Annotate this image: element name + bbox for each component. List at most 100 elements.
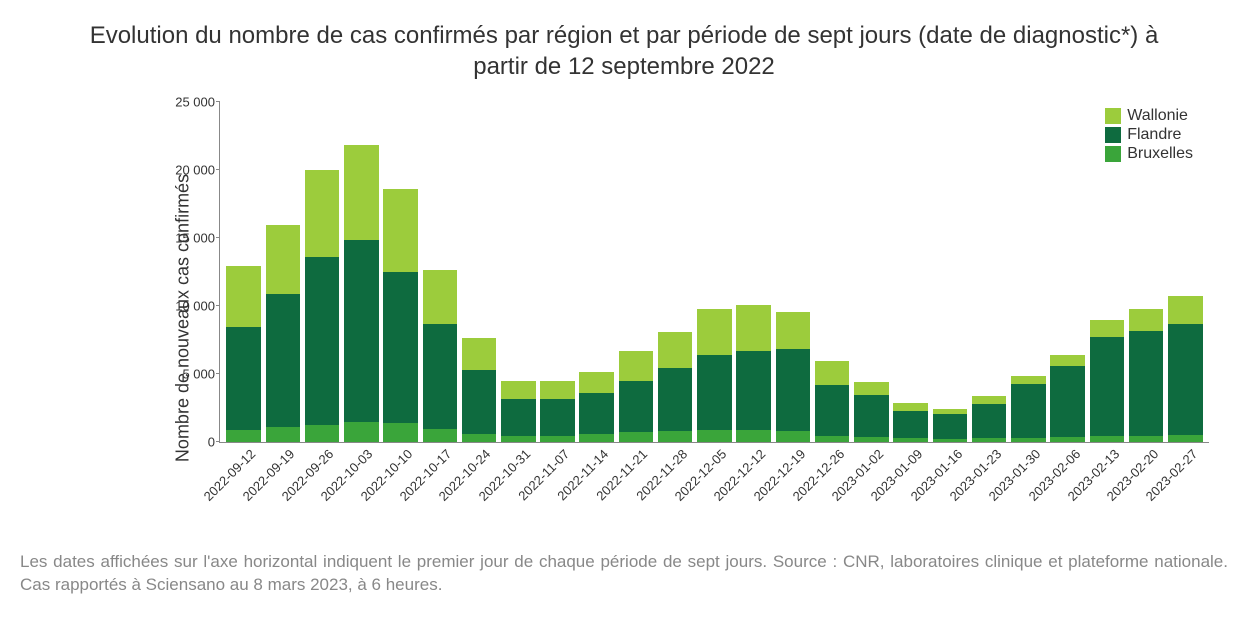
- bar-segment-bruxelles: [658, 431, 693, 443]
- bar-segment-wallonie: [226, 266, 261, 327]
- stacked-bar: [1168, 296, 1203, 443]
- plot-area: WallonieFlandreBruxelles 05 00010 00015 …: [219, 102, 1209, 443]
- bar-segment-flandre: [501, 399, 536, 436]
- bar-segment-flandre: [226, 327, 261, 430]
- bar-segment-bruxelles: [1168, 435, 1203, 442]
- bar-segment-flandre: [266, 294, 301, 427]
- stacked-bar: [501, 381, 536, 443]
- bar-segment-wallonie: [776, 312, 811, 349]
- bar-slot: [420, 102, 459, 442]
- bar-segment-flandre: [619, 381, 654, 433]
- stacked-bar: [815, 361, 850, 443]
- bar-slot: [1087, 102, 1126, 442]
- bar-slot: [459, 102, 498, 442]
- bar-segment-flandre: [305, 257, 340, 425]
- bar-segment-flandre: [815, 385, 850, 437]
- bar-segment-flandre: [462, 370, 497, 434]
- bars-group: [220, 102, 1209, 442]
- bar-slot: [852, 102, 891, 442]
- bar-slot: [577, 102, 616, 442]
- bar-segment-flandre: [736, 351, 771, 430]
- bar-segment-flandre: [540, 399, 575, 436]
- stacked-bar: [579, 372, 614, 443]
- bar-segment-bruxelles: [305, 425, 340, 442]
- bar-segment-wallonie: [540, 381, 575, 399]
- y-tick-label: 0: [160, 435, 215, 450]
- y-tick-mark: [216, 441, 220, 442]
- bar-slot: [263, 102, 302, 442]
- y-tick-mark: [216, 237, 220, 238]
- bar-slot: [342, 102, 381, 442]
- bar-segment-wallonie: [305, 170, 340, 258]
- bar-segment-wallonie: [383, 189, 418, 272]
- bar-segment-bruxelles: [266, 427, 301, 442]
- y-tick-label: 5 000: [160, 367, 215, 382]
- bar-segment-bruxelles: [893, 438, 928, 442]
- bar-segment-flandre: [776, 349, 811, 431]
- stacked-bar: [383, 189, 418, 442]
- stacked-bar: [933, 409, 968, 442]
- bar-segment-flandre: [1129, 331, 1164, 436]
- bar-segment-bruxelles: [344, 422, 379, 442]
- bar-segment-wallonie: [736, 305, 771, 351]
- bar-segment-flandre: [1168, 324, 1203, 435]
- bar-slot: [891, 102, 930, 442]
- bar-segment-bruxelles: [383, 423, 418, 442]
- bar-segment-flandre: [383, 272, 418, 423]
- bar-segment-wallonie: [579, 372, 614, 394]
- bar-segment-wallonie: [423, 270, 458, 324]
- bar-segment-flandre: [423, 324, 458, 429]
- bar-segment-flandre: [1011, 384, 1046, 438]
- bar-slot: [1166, 102, 1205, 442]
- bar-segment-wallonie: [1050, 355, 1085, 366]
- stacked-bar: [658, 332, 693, 443]
- bar-segment-wallonie: [619, 351, 654, 380]
- y-tick-mark: [216, 169, 220, 170]
- stacked-bar: [226, 266, 261, 443]
- bar-slot: [1126, 102, 1165, 442]
- bar-segment-wallonie: [972, 396, 1007, 404]
- bar-slot: [1009, 102, 1048, 442]
- footnote: Les dates affichées sur l'axe horizontal…: [20, 551, 1228, 597]
- bar-slot: [695, 102, 734, 442]
- bar-slot: [616, 102, 655, 442]
- bar-segment-bruxelles: [1011, 438, 1046, 443]
- bar-segment-wallonie: [501, 381, 536, 399]
- bar-segment-flandre: [972, 404, 1007, 438]
- bar-segment-bruxelles: [423, 429, 458, 443]
- stacked-bar: [776, 312, 811, 443]
- bar-slot: [734, 102, 773, 442]
- bar-segment-bruxelles: [776, 431, 811, 443]
- bar-slot: [224, 102, 263, 442]
- bar-segment-wallonie: [1090, 320, 1125, 337]
- stacked-bar: [266, 225, 301, 443]
- y-tick-mark: [216, 101, 220, 102]
- bar-slot: [499, 102, 538, 442]
- bar-segment-wallonie: [658, 332, 693, 369]
- y-axis-label: Nombre de nouveaux cas confirmés: [173, 174, 194, 462]
- bar-segment-bruxelles: [462, 434, 497, 443]
- stacked-bar: [1090, 320, 1125, 442]
- bar-slot: [656, 102, 695, 442]
- bar-segment-wallonie: [697, 309, 732, 355]
- bar-slot: [302, 102, 341, 442]
- bar-segment-flandre: [579, 393, 614, 434]
- bar-segment-bruxelles: [540, 436, 575, 443]
- bar-segment-flandre: [1090, 337, 1125, 436]
- stacked-bar: [972, 396, 1007, 442]
- bar-segment-bruxelles: [1090, 436, 1125, 442]
- bar-segment-bruxelles: [854, 437, 889, 442]
- bar-segment-bruxelles: [501, 436, 536, 443]
- stacked-bar: [736, 305, 771, 442]
- y-tick-label: 20 000: [160, 163, 215, 178]
- stacked-bar: [893, 403, 928, 442]
- y-tick-mark: [216, 305, 220, 306]
- stacked-bar: [344, 145, 379, 442]
- bar-segment-bruxelles: [619, 432, 654, 442]
- bar-segment-bruxelles: [736, 430, 771, 442]
- stacked-bar: [1011, 376, 1046, 443]
- stacked-bar: [1129, 309, 1164, 442]
- bar-segment-bruxelles: [579, 434, 614, 442]
- bar-segment-wallonie: [1168, 296, 1203, 325]
- bar-segment-wallonie: [344, 145, 379, 240]
